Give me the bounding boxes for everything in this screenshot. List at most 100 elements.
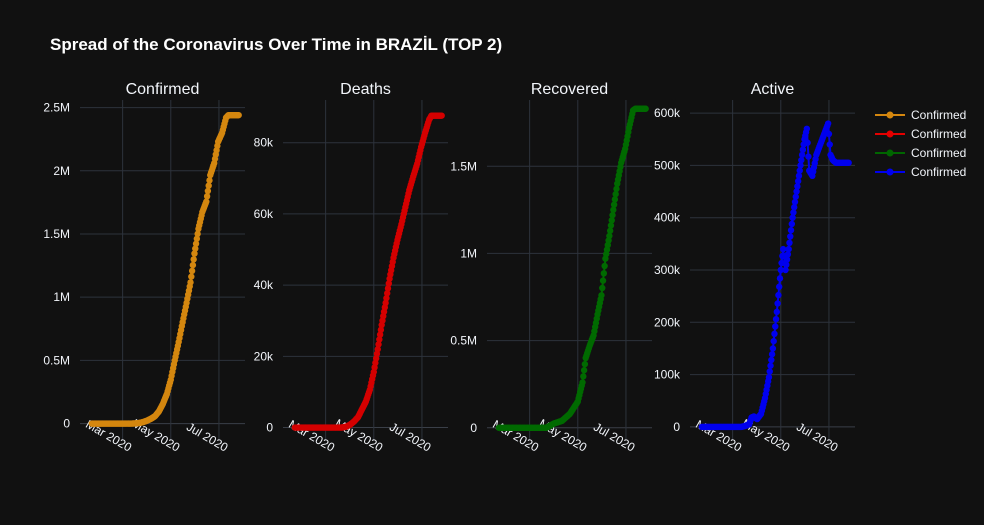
data-point (798, 156, 805, 164)
data-point (579, 379, 586, 386)
x-tick-label: May 2020 (333, 416, 386, 455)
data-point (793, 188, 800, 195)
data-point (611, 196, 619, 203)
data-point (203, 198, 210, 205)
data-point (188, 273, 195, 280)
x-tick-label: Jul 2020 (387, 420, 434, 455)
data-point (772, 323, 779, 330)
data-point (385, 280, 392, 287)
data-point (783, 261, 790, 268)
y-tick-label: 0.5M (450, 334, 477, 348)
y-tick-label: 0 (63, 417, 70, 431)
data-point (845, 159, 852, 166)
data-point (191, 250, 198, 257)
data-point (438, 112, 445, 119)
y-tick-label: 0 (673, 420, 680, 434)
data-point (377, 326, 385, 334)
y-tick-label: 20k (254, 349, 274, 363)
data-point (795, 172, 803, 180)
data-point (791, 198, 799, 206)
data-point (789, 214, 796, 221)
data-point (384, 290, 391, 297)
x-tick-label: Jul 2020 (184, 420, 231, 455)
legend-item[interactable]: Confirmed (875, 165, 966, 179)
data-point (581, 360, 589, 368)
data-point (192, 240, 200, 247)
data-point (804, 139, 811, 146)
x-tick-label: Mar 2020 (693, 417, 744, 455)
data-point (779, 245, 787, 253)
data-point (788, 220, 796, 228)
data-point (824, 120, 832, 127)
x-tick-label: Jul 2020 (591, 420, 638, 455)
data-point (798, 151, 806, 159)
data-point (782, 266, 789, 274)
y-tick-label: 80k (254, 136, 274, 150)
data-point (190, 256, 197, 263)
data-point (791, 204, 798, 211)
data-point (187, 279, 194, 286)
y-tick-label: 500k (654, 158, 681, 172)
data-point (606, 227, 614, 234)
data-point (768, 356, 775, 364)
data-point (600, 270, 608, 277)
data-point (772, 315, 780, 323)
data-point (376, 336, 383, 343)
data-point (797, 162, 804, 169)
data-point (771, 330, 778, 338)
data-point (580, 373, 587, 380)
data-point (206, 177, 213, 184)
y-tick-label: 0 (470, 421, 477, 435)
data-point (193, 235, 201, 242)
legend-label: Confirmed (911, 146, 966, 160)
data-point (374, 346, 381, 353)
data-point (608, 217, 615, 224)
y-tick-label: 300k (654, 263, 681, 277)
series-markers (291, 112, 445, 431)
y-tick-label: 0 (266, 421, 273, 435)
y-tick-label: 600k (654, 106, 681, 120)
data-point (580, 367, 588, 374)
legend-item[interactable]: Confirmed (875, 127, 966, 141)
legend-item[interactable]: Confirmed (875, 146, 966, 160)
data-point (776, 283, 783, 290)
y-tick-label: 1.5M (450, 159, 477, 173)
data-point (826, 141, 833, 148)
data-point (188, 267, 196, 275)
subplot-title: Deaths (340, 81, 391, 98)
data-point (612, 190, 619, 198)
x-tick-label: Mar 2020 (286, 417, 337, 455)
data-point (792, 193, 799, 200)
y-tick-label: 1M (460, 246, 477, 260)
data-point (784, 251, 792, 258)
data-point (774, 300, 781, 307)
data-point (799, 146, 807, 153)
x-tick-label: Jul 2020 (794, 420, 841, 455)
y-tick-label: 1.5M (43, 227, 70, 241)
legend-item[interactable]: Confirmed (875, 108, 966, 122)
data-point (770, 337, 777, 345)
data-point (383, 294, 390, 302)
data-point (607, 222, 615, 229)
data-point (794, 183, 801, 190)
data-point (796, 167, 803, 174)
data-point (599, 284, 606, 292)
data-point (777, 266, 784, 274)
y-tick-label: 2M (53, 164, 70, 178)
data-point (803, 125, 811, 132)
data-point (610, 206, 617, 214)
data-point (769, 345, 777, 352)
data-point (204, 187, 212, 195)
data-point (601, 262, 608, 270)
legend-label: Confirmed (911, 165, 966, 179)
data-point (786, 239, 793, 246)
data-point (205, 182, 212, 189)
data-point (642, 105, 649, 112)
series-markers (88, 111, 242, 427)
legend[interactable]: Confirmed Confirmed Confirmed Confirmed (875, 108, 966, 179)
